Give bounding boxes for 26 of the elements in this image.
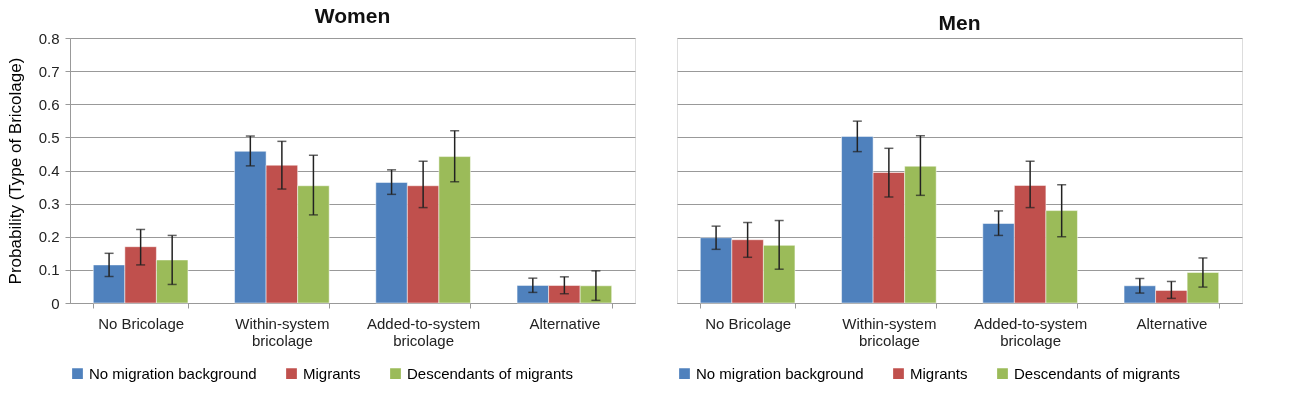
legend-label: No migration background [696,364,864,382]
y-tick-label: 0.6 [38,95,60,113]
y-tick-label: 0.7 [38,62,60,80]
legend-label: Migrants [303,364,361,382]
y-tick-label: 0.3 [38,195,60,213]
legend-label: No migration background [89,364,257,382]
y-tick-label: 0 [51,294,60,312]
chart-title: Men [938,11,981,34]
x-tick-label: No Bricolage [705,314,792,332]
legend-label: Descendants of migrants [1014,364,1180,382]
y-tick-label: 0.4 [38,162,60,179]
x-tick-label: Added-to-system bricolage [973,314,1088,349]
x-tick-label: Added-to-system bricolage [366,314,481,349]
x-tick-label: No Bricolage [98,314,185,332]
x-tick-label: Alternative [1136,314,1208,332]
legend-label: Migrants [910,364,968,382]
y-axis-title: Probability (Type of Bricolage) [5,57,25,285]
x-tick-label: Within-system bricolage [842,314,937,349]
x-tick-label: Within-system bricolage [235,314,330,349]
legend-label: Descendants of migrants [407,364,573,382]
chart-title: Women [314,4,391,27]
y-tick-label: 0.8 [38,29,60,47]
y-tick-label: 0.5 [38,128,60,146]
y-tick-label: 0.1 [38,261,60,279]
y-tick-label: 0.2 [38,228,60,246]
x-tick-label: Alternative [529,314,601,332]
